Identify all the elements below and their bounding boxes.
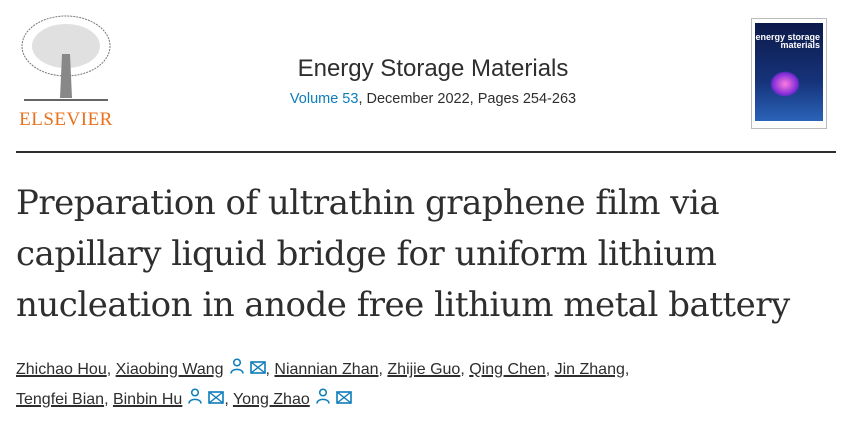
person-icon[interactable] [229,355,244,385]
elsevier-logo[interactable]: ELSEVIER [14,14,118,130]
author-link[interactable]: Zhijie Guo [387,361,461,379]
issue-date-pages: , December 2022, Pages 254-263 [358,91,577,107]
author-link[interactable]: Qing Chen [469,361,546,379]
envelope-icon[interactable] [335,385,352,415]
journal-header: Energy Storage Materials Volume 53, Dece… [200,55,666,107]
envelope-icon[interactable] [208,385,225,415]
author-link[interactable]: Niannian Zhan [274,361,379,379]
person-icon[interactable] [316,385,330,415]
cover-artwork [770,71,800,97]
elsevier-wordmark: ELSEVIER [19,109,113,130]
envelope-icon[interactable] [249,355,266,385]
author-link[interactable]: Zhichao Hou [16,361,107,379]
author-link[interactable]: Tengfei Bian [16,391,105,409]
tree-logo-icon [21,15,111,101]
author-link[interactable]: Jin Zhang [554,361,625,379]
volume-info: Volume 53, December 2022, Pages 254-263 [200,91,666,107]
author-link[interactable]: Binbin Hu [112,391,183,409]
journal-cover-image[interactable]: energy storage materials [751,18,827,129]
header-divider [16,151,836,153]
author-list: Zhichao Hou, Xiaobing Wang, Niannian Zha… [16,355,836,415]
author-link[interactable]: Xiaobing Wang [115,361,224,379]
article-title: Preparation of ultrathin graphene film v… [16,183,790,325]
author-link[interactable]: Yong Zhao [232,391,310,409]
volume-link[interactable]: Volume 53 [289,91,359,107]
person-icon[interactable] [188,385,203,415]
journal-title-link[interactable]: Energy Storage Materials [297,55,569,82]
